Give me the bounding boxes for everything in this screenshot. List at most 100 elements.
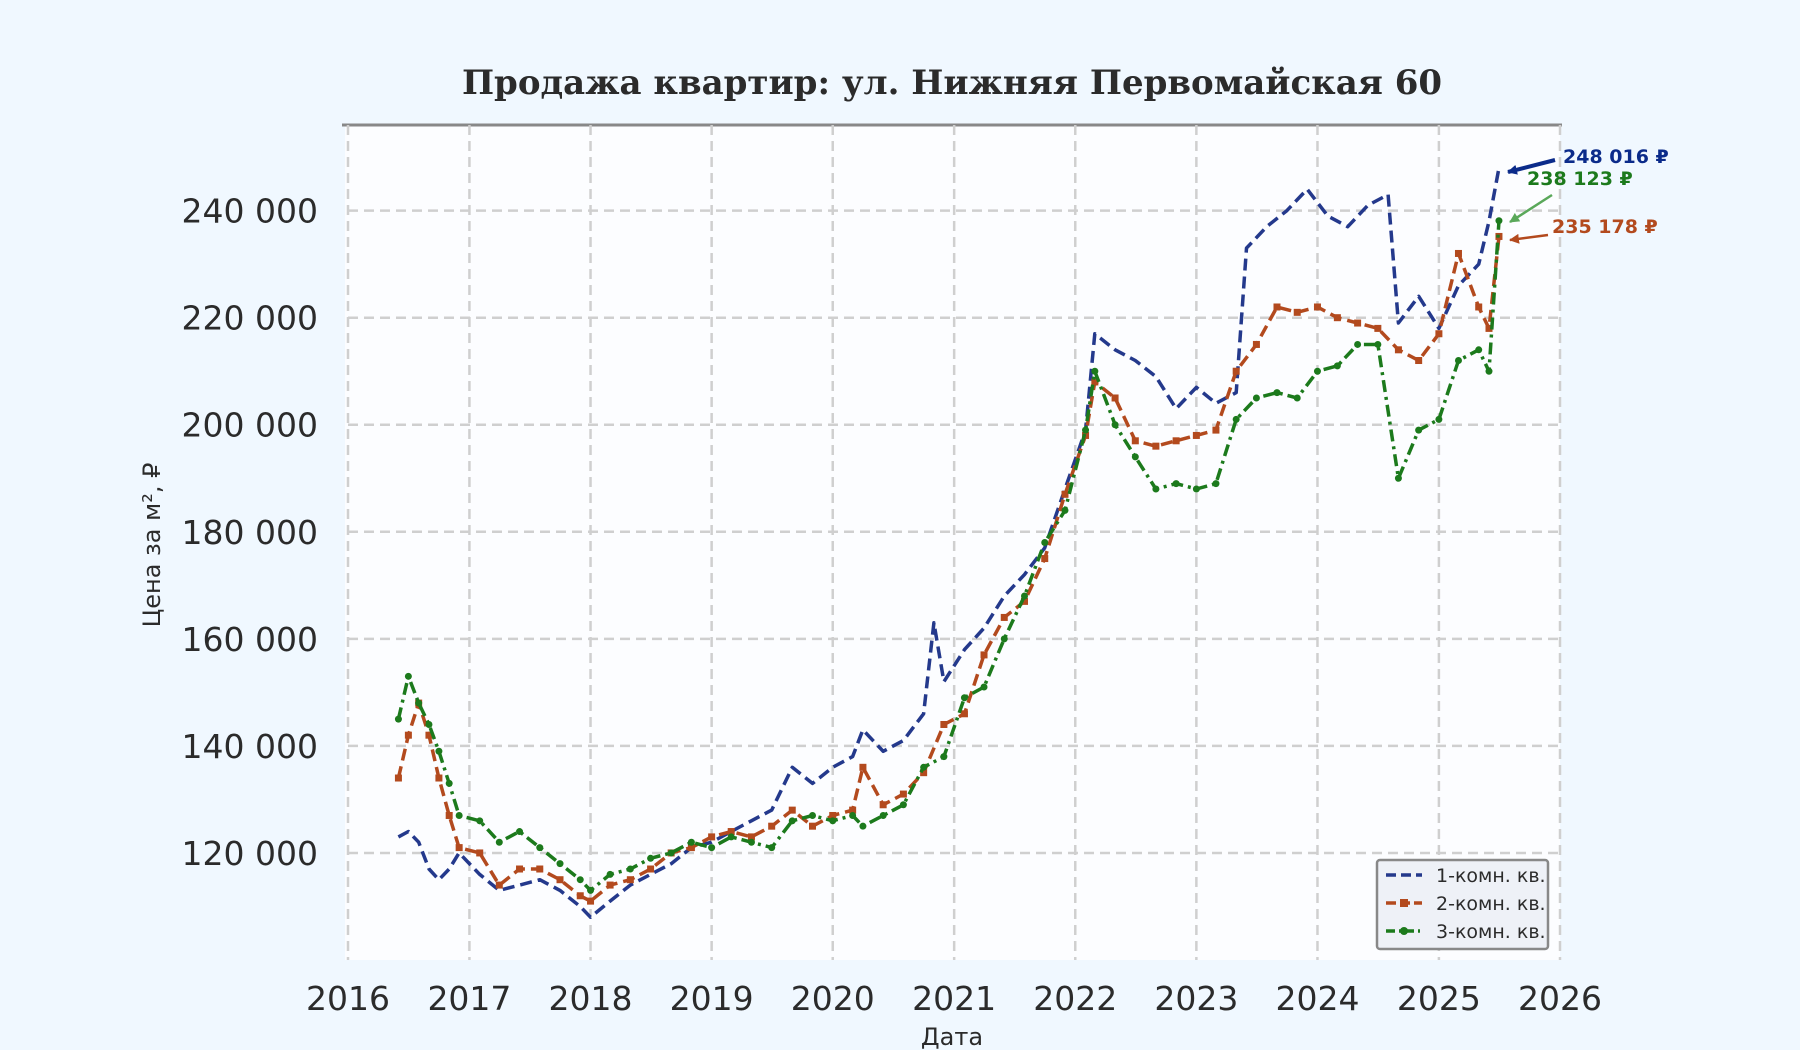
annotation-arrow-3k (1509, 193, 1553, 224)
data-point (1000, 613, 1008, 621)
data-point (1172, 437, 1180, 445)
x-tick-label: 2025 (1397, 979, 1481, 1018)
annotation-label-2k: 235 178 ₽ (1552, 216, 1658, 238)
data-point (1354, 319, 1362, 327)
y-tick-label: 200 000 (182, 406, 318, 445)
data-point (980, 651, 988, 659)
legend-marker-3k (1400, 927, 1408, 935)
x-tick-labels: 2016 2017 2018 2019 2020 2021 2022 2023 2024 2025… (306, 979, 1602, 1018)
data-point (1415, 426, 1423, 434)
data-point (920, 769, 928, 777)
series-1 (397, 167, 1501, 919)
data-point (536, 865, 544, 873)
data-point (1454, 357, 1462, 365)
data-point (829, 811, 837, 819)
data-point (455, 811, 463, 819)
data-point (708, 844, 716, 852)
data-point (788, 817, 796, 825)
data-point (1172, 480, 1180, 488)
data-point (940, 753, 948, 761)
data-point (425, 731, 433, 739)
data-point (1192, 485, 1200, 493)
y-tick-labels: 120 000 140 000 160 000 180 000 200 000 220 0… (182, 192, 318, 873)
data-point (1152, 442, 1160, 450)
data-point (1131, 437, 1139, 445)
data-point (708, 833, 716, 841)
data-point (1000, 635, 1008, 643)
data-point (1252, 394, 1260, 402)
data-point (980, 683, 988, 691)
data-point (1091, 378, 1099, 386)
data-point (879, 811, 887, 819)
legend-label-1k: 1-комн. кв. (1436, 865, 1546, 887)
data-point (587, 897, 595, 905)
data-point (455, 844, 463, 852)
data-point (1212, 480, 1220, 488)
data-point (829, 817, 837, 825)
data-point (516, 828, 524, 836)
data-point (747, 833, 755, 841)
x-tick-label: 2017 (427, 979, 511, 1018)
data-point (476, 817, 484, 825)
data-point (960, 694, 968, 702)
data-point (626, 876, 634, 884)
data-point (556, 860, 564, 868)
data-point (495, 838, 503, 846)
annotation-label-1k: 248 016 ₽ (1563, 146, 1669, 168)
y-tick-label: 240 000 (182, 192, 318, 231)
data-point (808, 811, 816, 819)
data-point (647, 865, 655, 873)
data-point (849, 811, 857, 819)
data-point (1435, 415, 1443, 423)
data-point (687, 838, 695, 846)
x-tick-label: 2022 (1033, 979, 1117, 1018)
data-point (768, 822, 776, 830)
data-point (768, 844, 776, 852)
x-tick-label: 2019 (670, 979, 754, 1018)
data-point (404, 672, 412, 680)
data-point (1394, 346, 1402, 354)
data-point (1232, 415, 1240, 423)
data-point (626, 865, 634, 873)
series-2 (394, 232, 1503, 905)
data-point (1192, 431, 1200, 439)
data-point (1435, 330, 1443, 338)
data-point (1091, 367, 1099, 375)
series-line (397, 167, 1501, 919)
data-point (536, 844, 544, 852)
data-point (899, 801, 907, 809)
data-point (1485, 324, 1493, 332)
data-point (849, 806, 857, 814)
data-point (415, 699, 423, 707)
data-point (1374, 340, 1382, 348)
y-tick-label: 160 000 (182, 620, 318, 659)
x-tick-label: 2021 (912, 979, 996, 1018)
y-tick-label: 220 000 (182, 299, 318, 338)
data-point (404, 731, 412, 739)
data-point (1232, 367, 1240, 375)
y-tick-label: 120 000 (182, 834, 318, 873)
x-tick-label: 2023 (1154, 979, 1238, 1018)
plot-background (345, 125, 1560, 960)
annotation-arrow-2k (1509, 233, 1549, 244)
data-point (435, 747, 443, 755)
data-point (687, 844, 695, 852)
data-point (1333, 314, 1341, 322)
data-point (606, 881, 614, 889)
data-point (1131, 453, 1139, 461)
data-point (1475, 346, 1483, 354)
chart-title: Продажа квартир: ул. Нижняя Первомайская… (462, 63, 1442, 103)
data-point (1021, 592, 1029, 600)
data-point (394, 715, 402, 723)
data-point (940, 720, 948, 728)
series-lines (394, 167, 1503, 919)
data-point (1061, 490, 1069, 498)
data-point (495, 881, 503, 889)
data-point (516, 865, 524, 873)
data-point (1394, 474, 1402, 482)
data-point (747, 838, 755, 846)
legend-box (1375, 858, 1550, 951)
data-point (727, 833, 735, 841)
data-point (1475, 303, 1483, 311)
x-tick-label: 2026 (1518, 979, 1602, 1018)
